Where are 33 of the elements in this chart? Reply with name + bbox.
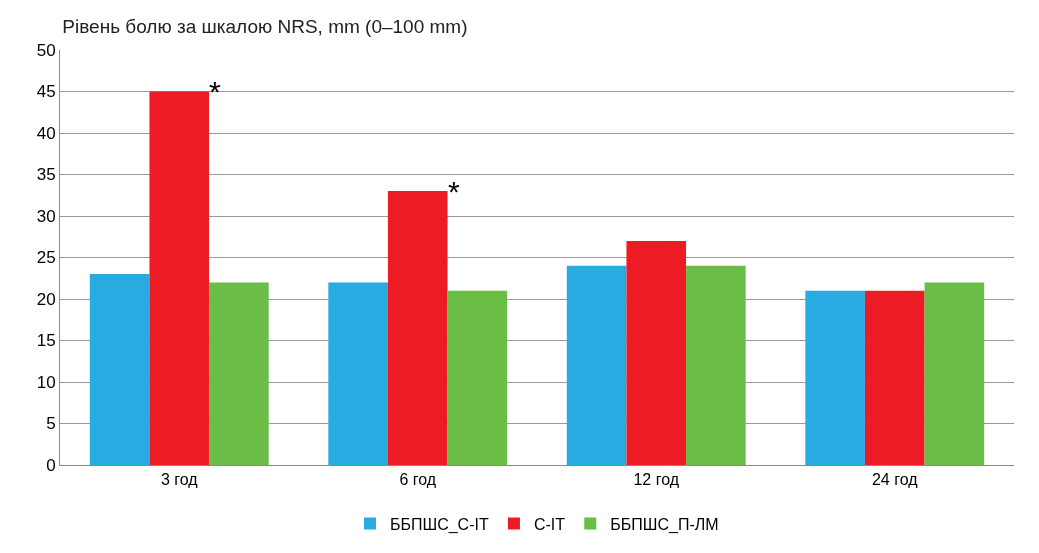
bar (387, 191, 448, 465)
annotation: * (448, 175, 460, 208)
y-tick-label: 50 (36, 40, 56, 60)
bar (566, 265, 627, 465)
bar (328, 282, 388, 465)
x-tick-label: 12 год (633, 471, 680, 489)
bar (209, 282, 269, 465)
bar (805, 290, 865, 465)
x-tick-label: 6 год (399, 471, 437, 489)
legend-label: ББПШС_С-ІТ (390, 515, 489, 534)
chart-title: Рівень болю за шкалою NRS, mm (0–100 mm) (62, 15, 468, 37)
y-tick-label: 20 (36, 289, 56, 309)
bar (924, 282, 985, 465)
bar (626, 240, 687, 465)
y-tick-label: 25 (36, 248, 56, 268)
bar (864, 290, 925, 465)
bar (686, 265, 746, 465)
annotation: * (209, 75, 221, 108)
bar (89, 274, 150, 465)
y-tick-label: 0 (46, 455, 56, 475)
y-tick-label: 35 (36, 165, 56, 185)
y-tick-label: 10 (36, 372, 56, 392)
legend-label: ББПШС_П-ЛМ (610, 515, 719, 534)
y-tick-label: 15 (36, 331, 56, 351)
x-tick-label: 3 год (160, 471, 199, 489)
y-tick-label: 5 (46, 414, 56, 434)
y-tick-label: 40 (36, 123, 56, 143)
bar (447, 290, 508, 465)
x-tick-label: 24 год (871, 471, 919, 489)
y-tick-label: 45 (36, 82, 56, 102)
legend-label: С-ІТ (533, 515, 566, 533)
bar (149, 91, 210, 465)
y-tick-label: 30 (36, 206, 56, 226)
